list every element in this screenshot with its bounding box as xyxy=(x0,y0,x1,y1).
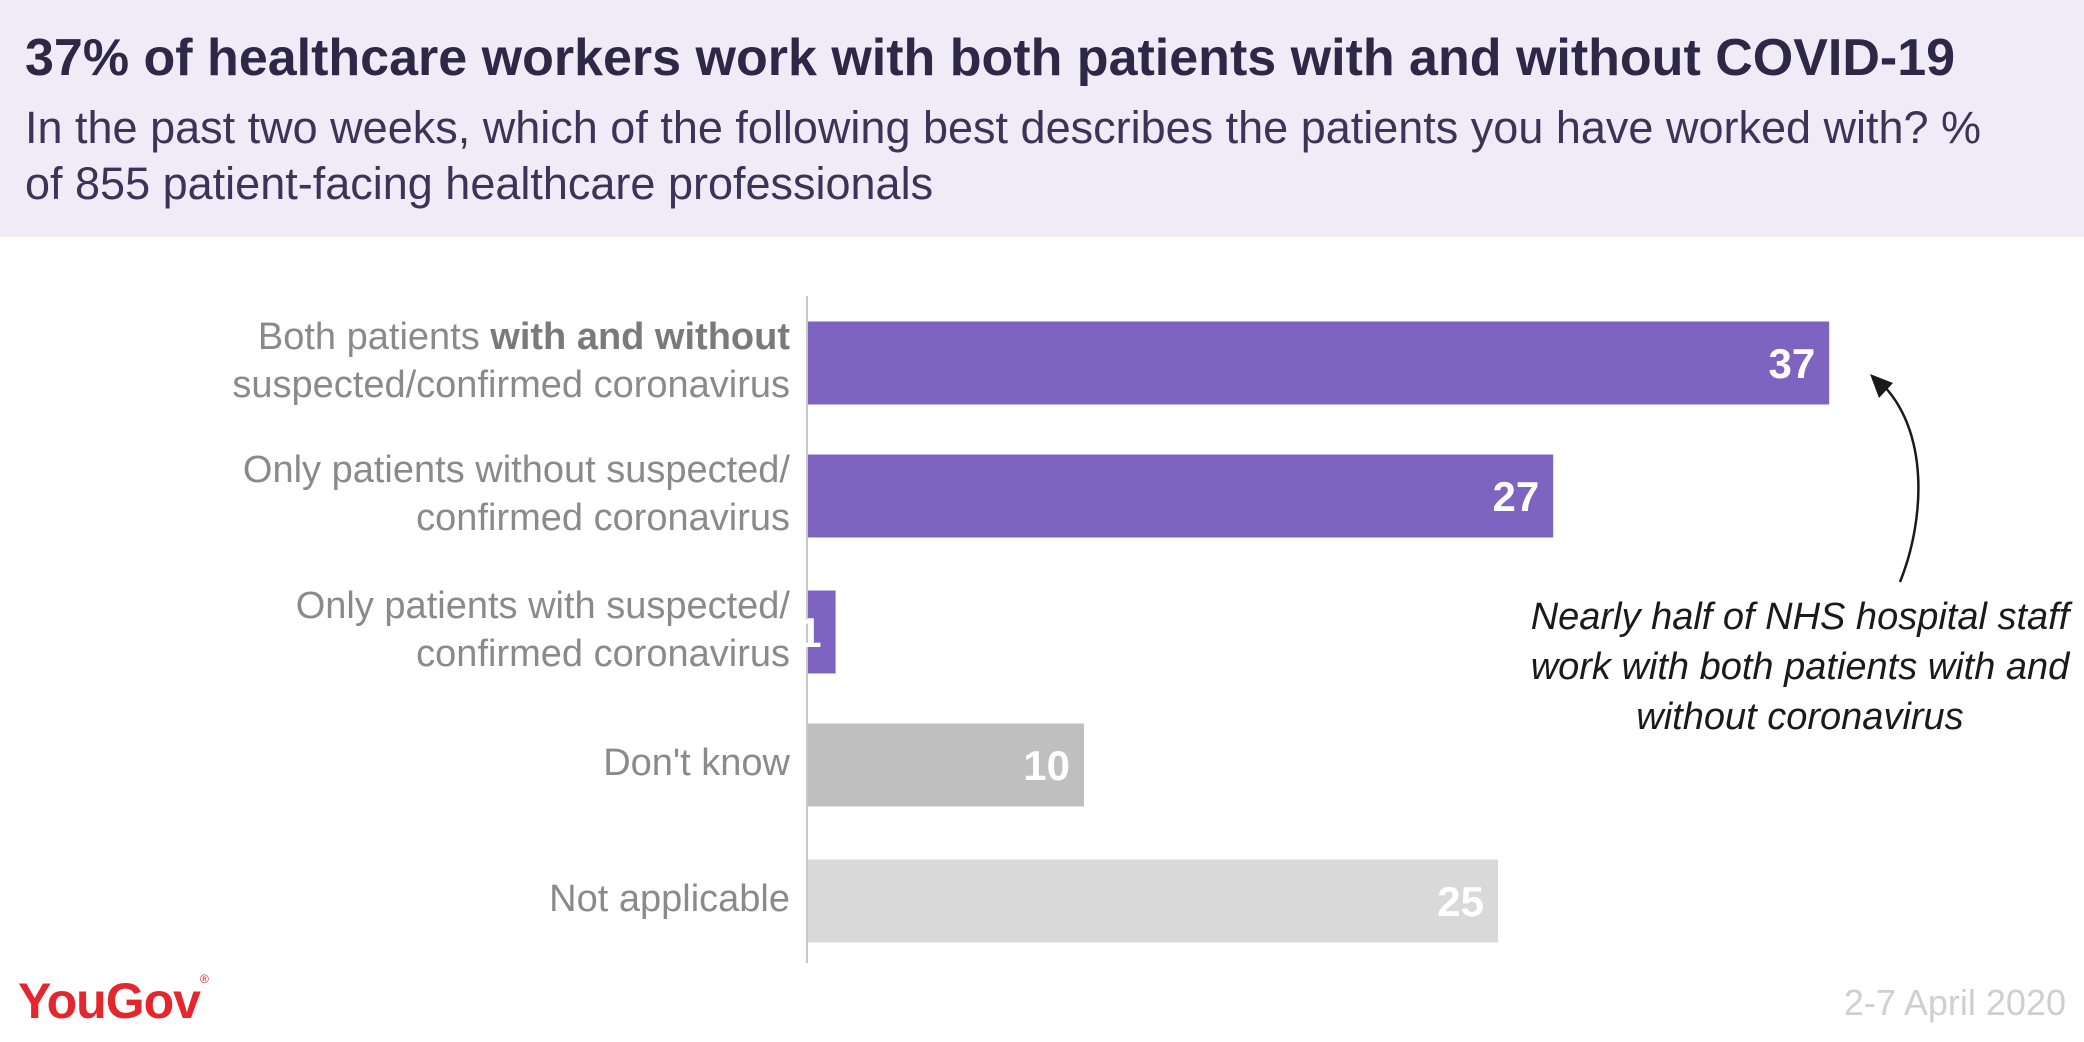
category-label-1: Only patients without suspected/confirme… xyxy=(242,449,790,539)
bar-value-label-0: 37 xyxy=(1768,340,1815,387)
bar-value-label-2: 1 xyxy=(798,609,821,656)
chart-subtitle: In the past two weeks, which of the foll… xyxy=(25,102,1982,209)
annotation-arrow xyxy=(1879,381,1920,583)
bar-0 xyxy=(808,321,1830,405)
annotation-text: Nearly half of NHS hospital staff work w… xyxy=(1530,596,2070,738)
bar-value-label-1: 27 xyxy=(1492,473,1539,520)
category-label-4: Not applicable xyxy=(549,878,790,920)
bar-value-label-4: 25 xyxy=(1437,878,1484,925)
survey-date: 2-7 April 2020 xyxy=(1843,982,2066,1023)
bar-4 xyxy=(808,859,1498,943)
bar-2 xyxy=(808,590,836,674)
bar-3 xyxy=(808,723,1084,807)
bar-1 xyxy=(808,454,1554,538)
category-label-0: Both patients with and without suspected/… xyxy=(232,316,790,406)
category-label-2: Only patients with suspected/confirmed c… xyxy=(295,585,790,675)
header-banner: 37% of healthcare workers work with both… xyxy=(0,0,2084,237)
annotation-arrowhead xyxy=(1870,374,1893,398)
category-label-3: Don't know xyxy=(603,742,790,784)
logo-text: YouGov xyxy=(18,973,201,1029)
chart-title: 37% of healthcare workers work with both… xyxy=(25,29,1956,87)
bar-value-label-3: 10 xyxy=(1023,742,1070,789)
yougov-logo: YouGov® xyxy=(18,972,209,1029)
